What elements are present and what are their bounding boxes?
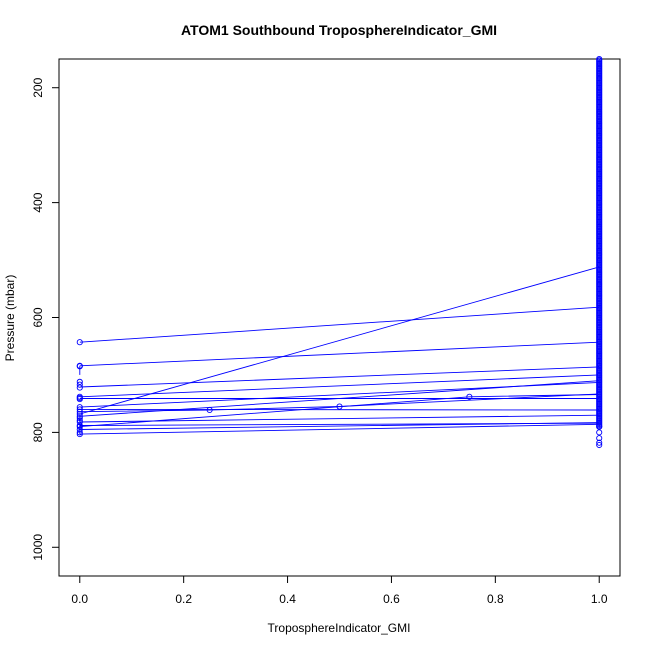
data-point <box>336 403 343 410</box>
data-point <box>76 410 83 418</box>
x-tick-label: 0.2 <box>175 592 192 606</box>
x-tick-label: 0.0 <box>71 592 88 606</box>
x-axis-label: TroposphereIndicator_GMI <box>268 621 411 635</box>
x-tick-label: 1.0 <box>591 592 608 606</box>
x-tick-label: 0.4 <box>279 592 296 606</box>
data-point <box>76 431 83 438</box>
data-point <box>76 396 83 403</box>
data-point <box>596 429 603 436</box>
data-point <box>76 413 83 420</box>
data-point <box>76 406 83 413</box>
series-line <box>79 366 600 388</box>
data-point <box>76 414 83 422</box>
y-tick-label: 1000 <box>31 534 45 561</box>
y-tick-label: 800 <box>31 422 45 442</box>
series-line <box>79 423 600 435</box>
series-lines <box>79 59 600 435</box>
y-tick-label: 200 <box>31 77 45 97</box>
y-tick-label: 600 <box>31 307 45 327</box>
plot-frame <box>58 58 621 577</box>
x-axis: 0.0 0.2 0.4 0.6 0.8 1.0 <box>71 575 608 606</box>
data-point <box>76 381 83 388</box>
series-line <box>79 341 600 367</box>
data-point <box>596 439 603 446</box>
series-line <box>79 408 600 411</box>
series-line <box>79 266 600 415</box>
series-line <box>79 374 600 398</box>
series-points <box>76 55 603 449</box>
data-point <box>596 435 603 442</box>
y-axis-label: Pressure (mbar) <box>3 275 17 362</box>
data-point <box>466 393 473 400</box>
series-line <box>79 306 600 343</box>
y-axis: 200 400 600 800 1000 <box>31 77 60 561</box>
data-point <box>76 363 83 370</box>
data-point <box>76 404 83 411</box>
chart-title: ATOM1 Southbound TroposphereIndicator_GM… <box>181 22 497 38</box>
data-point <box>76 408 83 415</box>
data-point <box>206 406 213 414</box>
series-line <box>79 393 600 413</box>
data-point <box>596 423 603 430</box>
x-tick-label: 0.8 <box>487 592 504 606</box>
x-tick-label: 0.6 <box>383 592 400 606</box>
data-point <box>76 423 83 430</box>
series-line <box>79 414 600 423</box>
data-point <box>76 418 83 426</box>
series-line <box>79 422 600 426</box>
data-point <box>76 426 83 433</box>
data-point <box>76 339 83 346</box>
data-point <box>76 384 83 391</box>
y-tick-label: 400 <box>31 192 45 212</box>
data-point <box>76 378 83 385</box>
series-line <box>79 394 600 428</box>
data-point <box>596 441 603 449</box>
data-point <box>76 429 83 436</box>
